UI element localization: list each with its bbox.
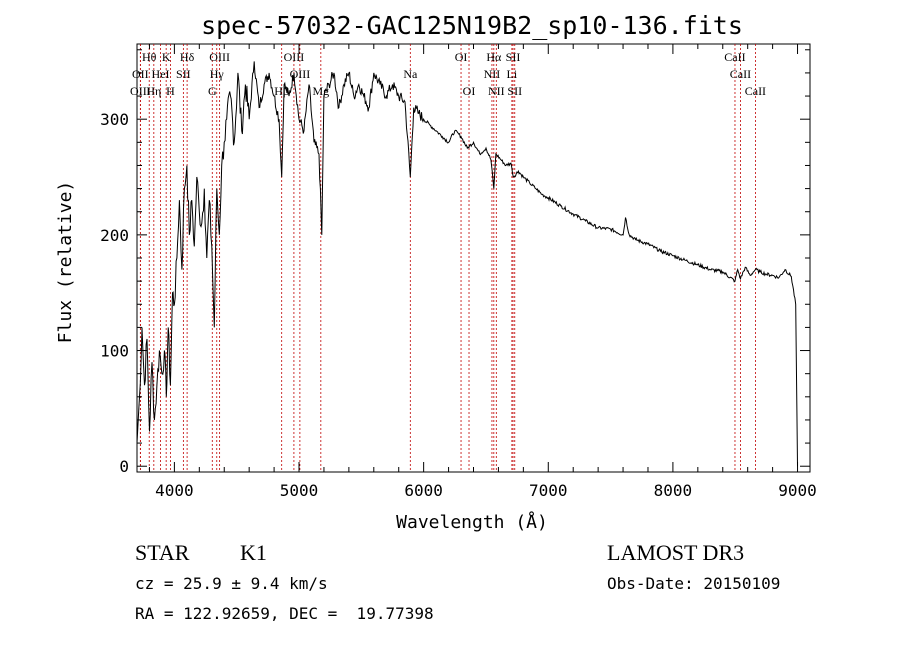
x-tick-label: 4000	[155, 481, 194, 500]
y-tick-label: 100	[100, 342, 129, 361]
spectral-line-label: SII	[507, 84, 522, 98]
axis-tick-labels: 4000 5000 6000 7000 8000 9000 0 100 200 300	[100, 110, 817, 500]
spectral-line-label: Hβ	[274, 84, 289, 98]
spectral-line-label: Hη	[146, 84, 161, 98]
spectral-line-label: OII	[132, 67, 149, 81]
object-class: STAR	[135, 540, 190, 565]
plot-area: 4000 5000 6000 7000 8000 9000 0 100 200 300 Hθ K Hδ…	[100, 43, 817, 500]
spectral-line-label: SII	[506, 50, 521, 64]
spectral-line-label: OIII	[284, 50, 305, 64]
spectral-line-label: OI	[455, 50, 468, 64]
spectral-line-label: G	[208, 84, 217, 98]
spectral-line-label: H	[166, 84, 175, 98]
spectral-line-label: CaII	[745, 84, 766, 98]
spectral-line-label: HeI	[152, 67, 170, 81]
spectral-line-label: CaII	[730, 67, 751, 81]
spectral-line-label: OIII	[209, 50, 230, 64]
spectral-line-label: OIII	[290, 67, 311, 81]
survey-name: LAMOST DR3	[607, 540, 744, 565]
spectral-line-label: Mg	[312, 84, 329, 98]
y-axis-label: Flux (relative)	[55, 181, 76, 344]
observation-date: Obs-Date: 20150109	[607, 574, 780, 593]
x-tick-label: 7000	[529, 481, 568, 500]
object-subclass: K1	[240, 540, 267, 565]
spectral-line-label: NII	[484, 67, 501, 81]
axis-ticks	[137, 44, 810, 472]
spectral-line-label: SII	[176, 67, 191, 81]
x-axis-label: Wavelength (Å)	[396, 511, 548, 533]
spectral-line-label: K	[162, 50, 171, 64]
spectral-line-label: OI	[463, 84, 476, 98]
plot-frame	[136, 43, 811, 473]
chart-title: spec-57032-GAC125N19B2_sp10-136.fits	[201, 11, 743, 40]
spectrum-line	[136, 61, 798, 467]
redshift-velocity: cz = 25.9 ± 9.4 km/s	[135, 574, 328, 593]
x-tick-label: 6000	[404, 481, 443, 500]
x-tick-label: 8000	[654, 481, 693, 500]
info-block: STAR K1 LAMOST DR3 cz = 25.9 ± 9.4 km/s …	[135, 540, 780, 623]
spectral-line-label: OIII	[130, 84, 151, 98]
spectral-line-label: Hθ	[142, 50, 157, 64]
spectral-line-label: Hγ	[210, 67, 225, 81]
x-tick-label: 9000	[778, 481, 817, 500]
coordinates: RA = 122.92659, DEC = 19.77398	[135, 604, 434, 623]
spectral-line-label: CaII	[724, 50, 745, 64]
spectral-line-markers	[139, 44, 756, 472]
y-tick-label: 200	[100, 226, 129, 245]
spectral-line-label: NII	[488, 84, 505, 98]
y-tick-label: 300	[100, 110, 129, 129]
spectral-line-label: Hα	[486, 50, 502, 64]
x-tick-label: 5000	[280, 481, 319, 500]
y-tick-label: 0	[119, 457, 129, 476]
spectral-line-labels: Hθ K Hδ OIII OIII OI Hα SII CaII OII HeI SII Hγ OIII N…	[130, 50, 766, 98]
spectral-line-label: Na	[403, 67, 418, 81]
spectral-line-label: Li	[507, 67, 518, 81]
spectral-line-label: Hδ	[180, 50, 195, 64]
